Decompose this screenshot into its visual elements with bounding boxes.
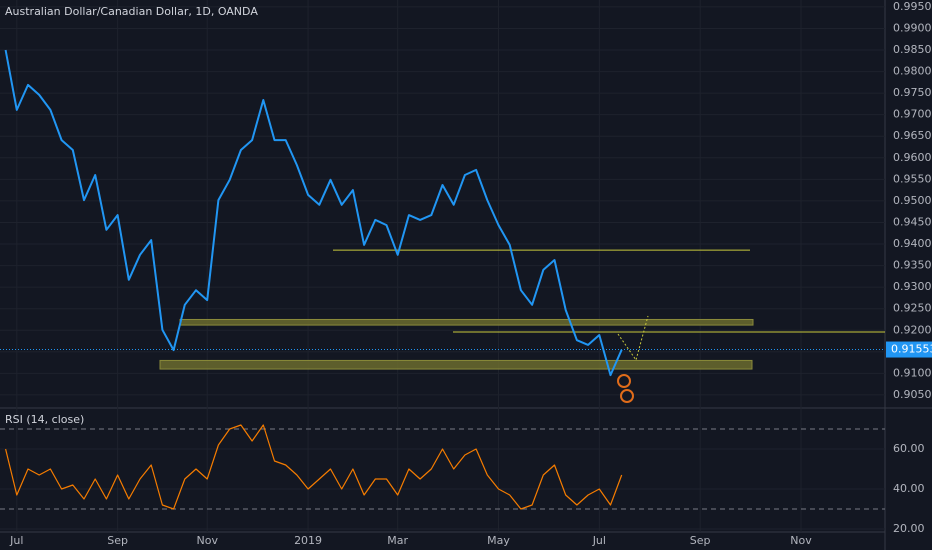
grid — [0, 0, 885, 532]
x-tick-label: Jul — [9, 534, 23, 547]
last-price-box — [886, 341, 932, 358]
y-tick-label: 20.00 — [893, 522, 925, 535]
marks — [0, 49, 885, 510]
x-tick-label: 2019 — [294, 534, 322, 547]
x-tick-label: Mar — [387, 534, 408, 547]
y-tick-label: 40.00 — [893, 482, 925, 495]
chart-title: Australian Dollar/Canadian Dollar, 1D, O… — [5, 5, 258, 18]
y-tick-label: 0.99500 — [893, 0, 932, 13]
last-price-label: 0.91553 — [891, 343, 932, 356]
y-tick-label: 60.00 — [893, 442, 925, 455]
series-line — [5, 424, 623, 510]
event-icon[interactable] — [617, 374, 631, 388]
zone — [159, 359, 753, 370]
x-tick-label: Nov — [197, 534, 219, 547]
x-tick-label: Nov — [790, 534, 812, 547]
indicator-title: RSI (14, close) — [5, 413, 84, 426]
x-tick-label: May — [487, 534, 510, 547]
zone — [179, 318, 754, 326]
x-tick-label: Jul — [592, 534, 606, 547]
event-icon[interactable] — [620, 389, 634, 403]
x-tick-label: Sep — [107, 534, 128, 547]
series-line — [4, 49, 623, 377]
x-tick-label: Sep — [690, 534, 711, 547]
